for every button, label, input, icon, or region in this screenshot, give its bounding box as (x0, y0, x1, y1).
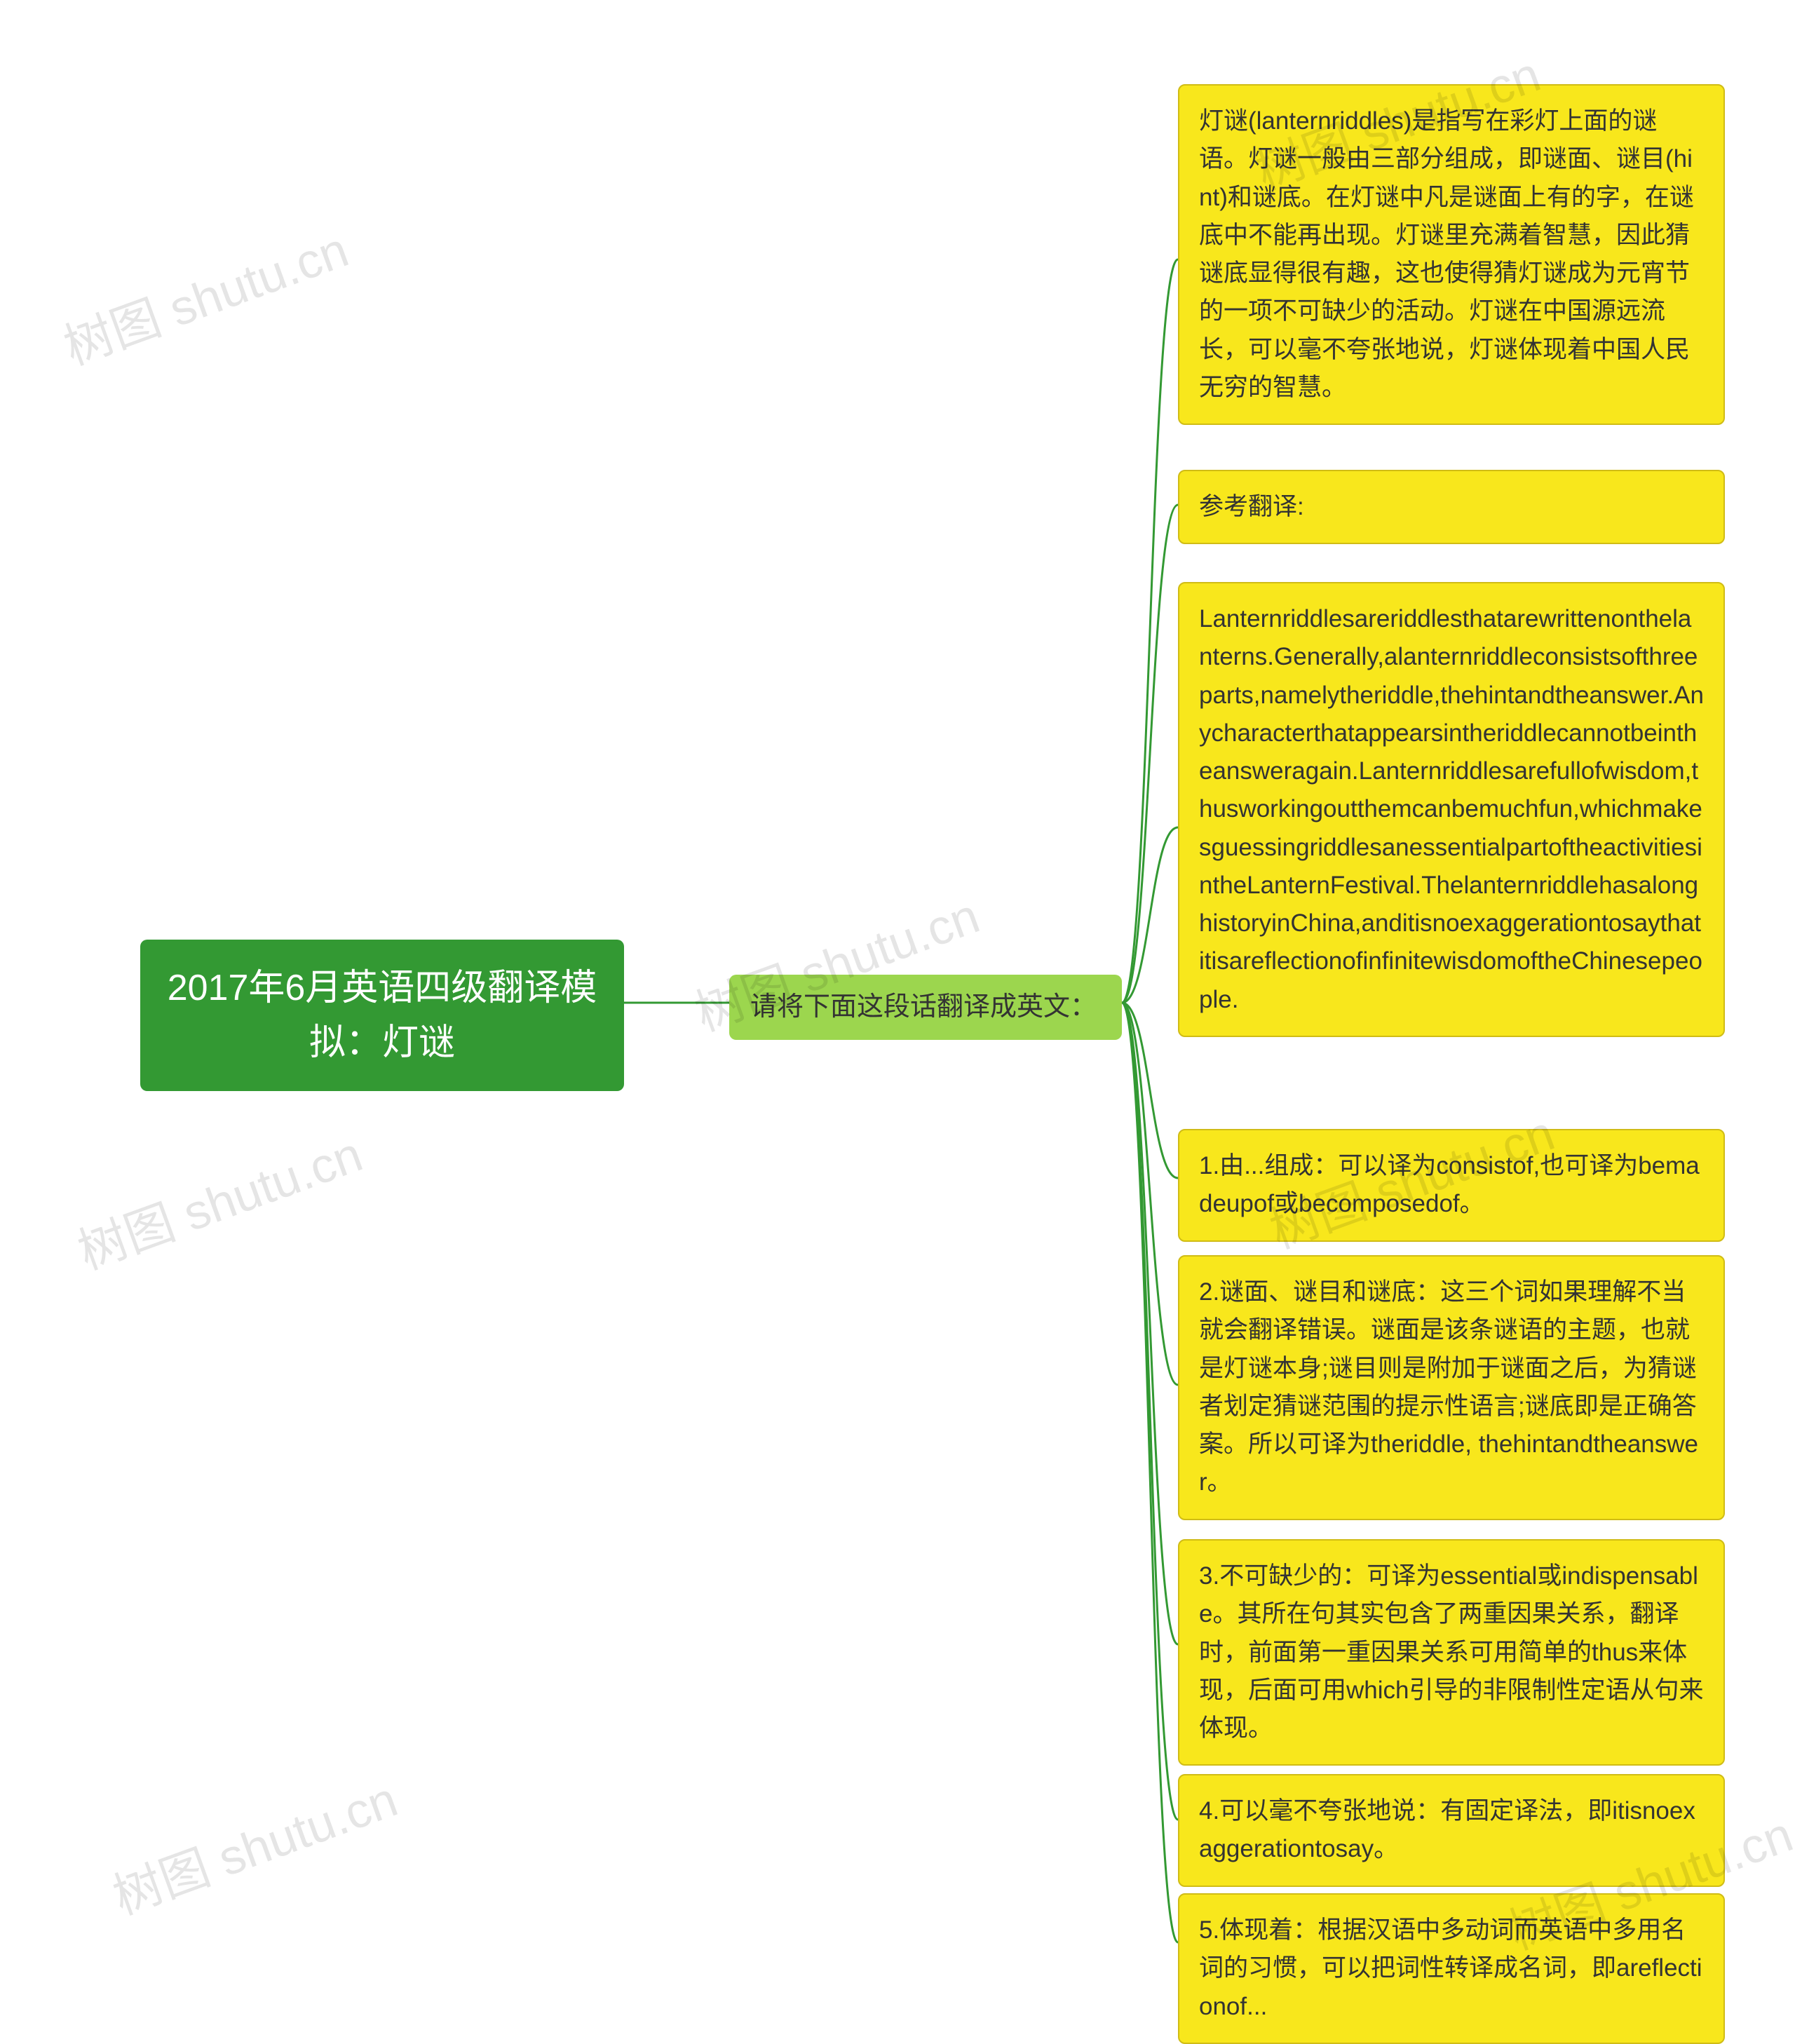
leaf-node[interactable]: 4.可以毫不夸张地说：有固定译法，即itisnoexaggerationtosa… (1178, 1774, 1725, 1887)
root-node[interactable]: 2017年6月英语四级翻译模拟：灯谜 (140, 940, 624, 1091)
leaf-node[interactable]: Lanternriddlesareriddlesthatarewrittenon… (1178, 582, 1725, 1037)
root-label: 2017年6月英语四级翻译模拟：灯谜 (168, 968, 597, 1063)
leaf-label: 2.谜面、谜目和谜底：这三个词如果理解不当就会翻译错误。谜面是该条谜语的主题，也… (1199, 1278, 1698, 1496)
leaf-label: 4.可以毫不夸张地说：有固定译法，即itisnoexaggerationtosa… (1199, 1797, 1695, 1862)
watermark: 树图 shutu.cn (53, 211, 357, 379)
leaf-node[interactable]: 参考翻译: (1178, 470, 1725, 544)
leaf-node[interactable]: 3.不可缺少的：可译为essential或indispensable。其所在句其… (1178, 1539, 1725, 1766)
leaf-node[interactable]: 1.由...组成：可以译为consistof,也可译为bemadeupof或be… (1178, 1129, 1725, 1242)
branch-node[interactable]: 请将下面这段话翻译成英文： (729, 975, 1122, 1040)
leaf-label: 5.体现着：根据汉语中多动词而英语中多用名词的习惯，可以把词性转译成名词，即ar… (1199, 1916, 1702, 2020)
watermark: 树图 shutu.cn (102, 1761, 406, 1929)
leaf-node[interactable]: 2.谜面、谜目和谜底：这三个词如果理解不当就会翻译错误。谜面是该条谜语的主题，也… (1178, 1255, 1725, 1520)
leaf-node[interactable]: 5.体现着：根据汉语中多动词而英语中多用名词的习惯，可以把词性转译成名词，即ar… (1178, 1893, 1725, 2044)
leaf-node[interactable]: 灯谜(lanternriddles)是指写在彩灯上面的谜语。灯谜一般由三部分组成… (1178, 84, 1725, 425)
mindmap-canvas: 2017年6月英语四级翻译模拟：灯谜 请将下面这段话翻译成英文： 灯谜(lant… (0, 0, 1795, 2009)
leaf-label: 灯谜(lanternriddles)是指写在彩灯上面的谜语。灯谜一般由三部分组成… (1199, 107, 1694, 401)
leaf-label: Lanternriddlesareriddlesthatarewrittenon… (1199, 605, 1704, 1013)
leaf-label: 参考翻译: (1199, 493, 1304, 520)
watermark: 树图 shutu.cn (67, 1116, 371, 1284)
branch-label: 请将下面这段话翻译成英文： (750, 992, 1097, 1022)
leaf-label: 3.不可缺少的：可译为essential或indispensable。其所在句其… (1199, 1562, 1703, 1742)
leaf-label: 1.由...组成：可以译为consistof,也可译为bemadeupof或be… (1199, 1152, 1700, 1217)
